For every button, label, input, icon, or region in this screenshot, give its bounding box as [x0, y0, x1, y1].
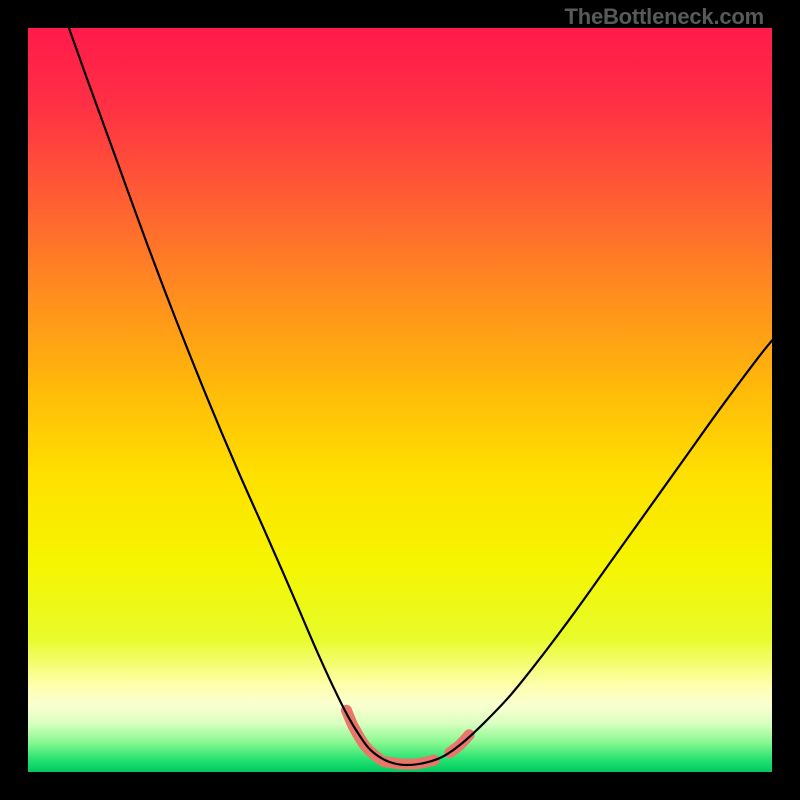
watermark-text: TheBottleneck.com [564, 4, 764, 30]
bottleneck-curve [69, 28, 772, 765]
trough-markers [346, 710, 469, 764]
trough-marker [346, 710, 379, 758]
plot-area [28, 28, 772, 772]
chart-frame: TheBottleneck.com [0, 0, 800, 800]
curve-layer [28, 28, 772, 772]
